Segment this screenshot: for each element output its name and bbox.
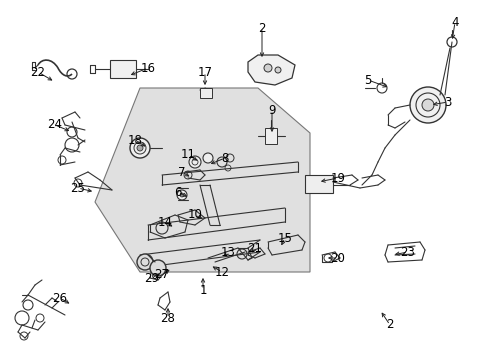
Text: 26: 26 <box>52 292 67 305</box>
Bar <box>200 88 212 98</box>
Text: 17: 17 <box>197 66 212 78</box>
Text: 11: 11 <box>180 148 195 162</box>
Text: 18: 18 <box>127 134 142 147</box>
Circle shape <box>203 153 213 163</box>
Polygon shape <box>247 55 294 85</box>
Text: 25: 25 <box>70 181 85 194</box>
Text: 21: 21 <box>247 242 262 255</box>
Text: 7: 7 <box>178 166 185 179</box>
Circle shape <box>130 138 150 158</box>
Circle shape <box>137 145 142 151</box>
Circle shape <box>180 193 183 197</box>
Text: 16: 16 <box>140 62 155 75</box>
Text: 12: 12 <box>214 266 229 279</box>
Text: 15: 15 <box>277 231 292 244</box>
Text: 24: 24 <box>47 118 62 131</box>
Circle shape <box>421 99 433 111</box>
Bar <box>305 175 332 193</box>
Circle shape <box>409 87 445 123</box>
Circle shape <box>150 260 165 276</box>
Text: 6: 6 <box>174 185 182 198</box>
Text: 19: 19 <box>330 171 345 184</box>
Bar <box>110 60 136 78</box>
Text: 4: 4 <box>450 15 458 28</box>
Circle shape <box>137 254 153 270</box>
Text: 20: 20 <box>330 252 345 265</box>
Text: 22: 22 <box>30 66 45 78</box>
Bar <box>264 128 276 144</box>
Text: 14: 14 <box>157 216 172 229</box>
Text: 10: 10 <box>187 208 202 221</box>
Text: 13: 13 <box>220 246 235 258</box>
Text: 2: 2 <box>386 319 393 332</box>
Text: 5: 5 <box>364 73 371 86</box>
Text: 1: 1 <box>199 284 206 297</box>
Polygon shape <box>95 88 309 272</box>
Text: 3: 3 <box>444 95 451 108</box>
Circle shape <box>264 64 271 72</box>
Circle shape <box>274 67 281 73</box>
Text: 9: 9 <box>268 104 275 117</box>
Text: 8: 8 <box>221 152 228 165</box>
Text: 27: 27 <box>154 269 169 282</box>
Circle shape <box>189 156 201 168</box>
Text: 29: 29 <box>144 271 159 284</box>
Text: 28: 28 <box>160 311 175 324</box>
Circle shape <box>177 190 186 200</box>
Text: 23: 23 <box>400 246 415 258</box>
Text: 2: 2 <box>258 22 265 35</box>
